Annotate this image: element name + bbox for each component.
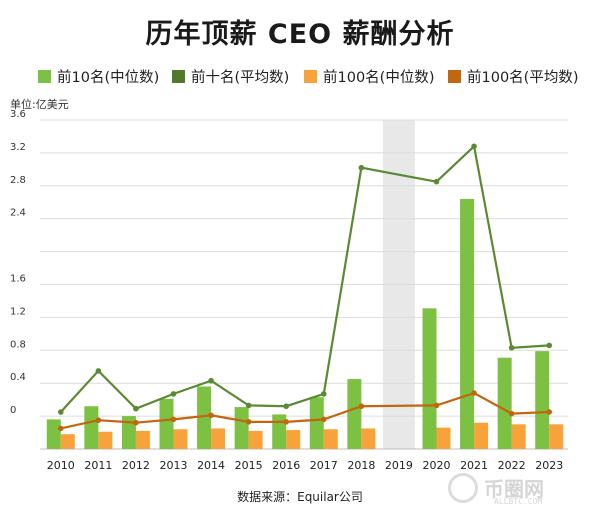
point-top10-average bbox=[170, 391, 177, 397]
bar-top10-median bbox=[422, 308, 437, 449]
point-top10-average bbox=[358, 164, 365, 171]
watermark-subtext: ALLBTC.COM bbox=[494, 497, 543, 506]
bar-top100-median bbox=[135, 430, 150, 449]
bar-top100-median bbox=[248, 430, 263, 449]
bar-top10-median bbox=[234, 407, 249, 449]
x-tick-label: 2010 bbox=[47, 459, 75, 472]
bar-top10-median bbox=[46, 419, 61, 449]
legend-item-top100-average[interactable]: 前100名(平均数) bbox=[448, 66, 579, 87]
legend-label: 前十名(平均数) bbox=[191, 70, 290, 86]
legend: 前10名(中位数) 前十名(平均数) 前100名(中位数) 前100名(平均数) bbox=[30, 66, 590, 90]
x-tick-label: 2023 bbox=[535, 459, 563, 472]
legend-swatch bbox=[304, 70, 317, 83]
watermark-text: 币圈网 bbox=[484, 477, 544, 501]
bar-top10-median bbox=[347, 379, 362, 449]
point-top100-average bbox=[471, 390, 477, 396]
y-tick-label: 3.6 bbox=[10, 109, 26, 120]
legend-swatch bbox=[38, 70, 51, 83]
x-tick-label: 2020 bbox=[423, 459, 451, 472]
point-top100-average bbox=[546, 409, 553, 415]
x-tick-label: 2013 bbox=[160, 459, 188, 472]
legend-swatch bbox=[172, 70, 185, 83]
legend-label: 前100名(平均数) bbox=[467, 70, 579, 86]
x-tick-label: 2016 bbox=[272, 459, 300, 472]
legend-item-top100-median[interactable]: 前100名(中位数) bbox=[304, 66, 435, 87]
y-tick-label: 2.8 bbox=[10, 175, 26, 186]
bar-top100-median bbox=[211, 428, 226, 449]
watermark-logo: 币圈网 ALLBTC.COM bbox=[442, 471, 592, 509]
y-tick-label: 2.4 bbox=[10, 208, 26, 219]
point-top100-average bbox=[95, 417, 102, 424]
x-tick-label: 2014 bbox=[197, 459, 225, 472]
bar-top100-median bbox=[323, 429, 338, 449]
point-top10-average bbox=[57, 409, 64, 415]
y-tick-label: 0 bbox=[10, 405, 16, 416]
x-tick-label: 2019 bbox=[385, 459, 413, 472]
bar-top100-median bbox=[474, 422, 489, 449]
x-tick-label: 2012 bbox=[122, 459, 150, 472]
y-tick-label: 1.6 bbox=[10, 274, 26, 285]
bar-top10-median bbox=[121, 416, 136, 449]
y-tick-label: 3.2 bbox=[10, 142, 26, 153]
bar-top10-median bbox=[84, 406, 99, 449]
chart-title: 历年顶薪 CEO 薪酬分析 bbox=[145, 19, 455, 50]
point-top100-average bbox=[320, 416, 327, 423]
bar-top100-median bbox=[549, 424, 564, 449]
bar-top100-median bbox=[361, 428, 376, 449]
point-top100-average bbox=[358, 403, 365, 410]
x-tick-label: 2011 bbox=[84, 459, 112, 472]
x-tick-label: 2017 bbox=[310, 459, 338, 472]
point-top10-average bbox=[133, 405, 139, 412]
unit-label: 单位:亿美元 bbox=[10, 98, 69, 111]
bar-top10-median bbox=[197, 386, 212, 449]
point-top10-average bbox=[508, 345, 515, 351]
bar-top10-median bbox=[497, 357, 512, 449]
bar-top10-median bbox=[159, 398, 174, 449]
x-tick-label: 2021 bbox=[460, 459, 488, 472]
bar-top10-median bbox=[309, 397, 324, 449]
legend-label: 前100名(中位数) bbox=[323, 70, 435, 86]
y-tick-label: 1.2 bbox=[10, 306, 26, 317]
point-top10-average bbox=[546, 342, 553, 349]
point-top10-average bbox=[283, 403, 290, 410]
point-top10-average bbox=[471, 143, 477, 150]
point-top100-average bbox=[57, 425, 64, 432]
x-tick-label: 2018 bbox=[347, 459, 375, 472]
point-top100-average bbox=[170, 416, 177, 423]
x-tick-label: 2022 bbox=[498, 459, 526, 472]
bar-top100-median bbox=[173, 429, 188, 449]
point-top100-average bbox=[433, 402, 440, 409]
source-note: 数据来源：Equilar公司 bbox=[237, 490, 363, 504]
legend-item-top10-average[interactable]: 前十名(平均数) bbox=[172, 66, 289, 87]
point-top100-average bbox=[133, 419, 139, 426]
legend-item-top10-median[interactable]: 前10名(中位数) bbox=[38, 66, 159, 87]
y-tick-label: 0.8 bbox=[10, 339, 26, 350]
bar-top100-median bbox=[511, 424, 526, 449]
point-top10-average bbox=[208, 377, 214, 384]
point-top10-average bbox=[245, 402, 252, 409]
bar-top100-median bbox=[436, 427, 451, 449]
point-top10-average bbox=[433, 178, 440, 185]
bar-top100-median bbox=[98, 431, 113, 449]
point-top100-average bbox=[508, 410, 515, 417]
legend-label: 前10名(中位数) bbox=[57, 70, 160, 86]
point-top10-average bbox=[95, 368, 102, 374]
y-tick-label: 0.4 bbox=[10, 372, 26, 383]
legend-swatch bbox=[448, 70, 461, 83]
point-top100-average bbox=[245, 419, 252, 425]
bar-top10-median bbox=[272, 414, 287, 449]
bar-top100-median bbox=[286, 430, 301, 449]
point-top100-average bbox=[283, 419, 290, 425]
coin-icon bbox=[448, 473, 478, 503]
bar-top10-median bbox=[460, 198, 475, 449]
x-tick-label: 2015 bbox=[235, 459, 263, 472]
point-top100-average bbox=[208, 412, 214, 419]
point-top10-average bbox=[320, 391, 327, 397]
bar-top10-median bbox=[535, 351, 550, 449]
bar-top100-median bbox=[60, 434, 75, 449]
